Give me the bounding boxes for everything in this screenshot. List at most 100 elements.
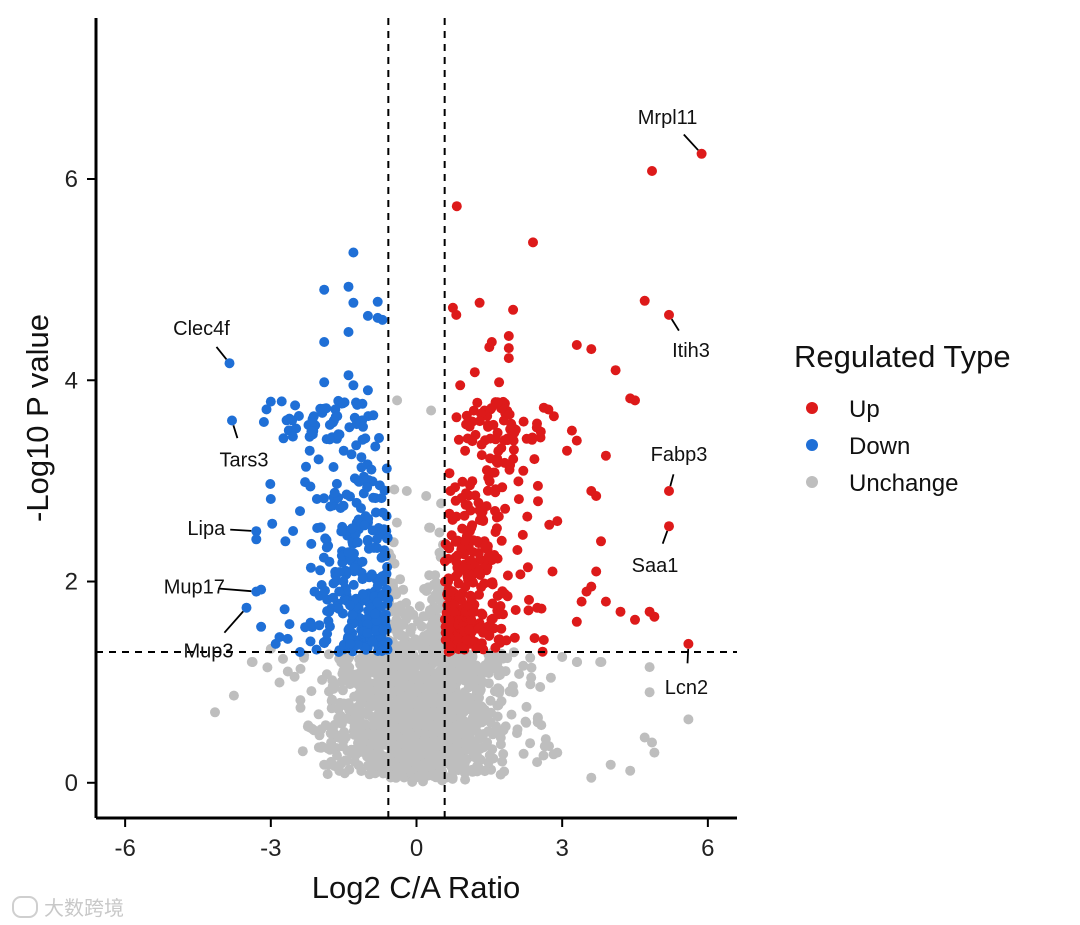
gene-label: Clec4f (173, 318, 230, 340)
unchange-point (295, 695, 306, 706)
up-point (503, 353, 514, 364)
unchange-point (425, 522, 436, 533)
unchange-point (375, 679, 386, 690)
unchange-point (357, 742, 368, 753)
y-tick-label: 0 (65, 770, 78, 797)
unchange-point (545, 672, 556, 683)
unchange-point (521, 717, 532, 728)
unchange-point (535, 682, 546, 692)
unchange-point (421, 586, 432, 596)
unchange-point (396, 722, 407, 733)
down-point (320, 585, 330, 596)
up-point (490, 642, 501, 653)
down-point (301, 461, 311, 472)
down-point (335, 503, 346, 513)
up-point (500, 503, 511, 514)
down-point (348, 247, 359, 258)
unchange-point (413, 696, 424, 707)
up-point (439, 556, 450, 567)
up-point (496, 623, 507, 634)
threshold-lines (96, 18, 737, 818)
up-point (508, 304, 519, 315)
up-point (512, 545, 523, 555)
unchange-point (437, 709, 448, 720)
down-point (318, 403, 329, 414)
down-point (241, 602, 252, 613)
unchange-point (495, 669, 505, 680)
down-point (320, 533, 331, 544)
down-point (333, 603, 344, 614)
down-point (319, 284, 330, 295)
down-point (343, 370, 354, 381)
unchange-point (388, 747, 399, 758)
up-point (571, 435, 582, 446)
down-point (362, 628, 373, 638)
unchange-point (409, 660, 420, 671)
up-point (486, 614, 497, 625)
up-point (453, 434, 464, 445)
down-point (357, 574, 368, 585)
unchange-point (278, 653, 288, 664)
down-point (343, 281, 354, 292)
up-point (518, 416, 529, 427)
down-point (278, 433, 289, 444)
up-point (467, 520, 478, 531)
unchange-point (339, 713, 350, 724)
unchange-point (644, 687, 655, 698)
unchange-point (683, 714, 694, 725)
watermark: 大数跨境 (12, 892, 124, 921)
unchange-point (412, 682, 423, 693)
up-point (510, 605, 521, 615)
unchange-point (363, 760, 373, 771)
gene-label: Fabp3 (651, 444, 708, 466)
down-point (367, 636, 378, 647)
down-point (328, 462, 339, 472)
up-point (450, 536, 461, 547)
up-point (455, 380, 466, 391)
up-point (504, 409, 515, 420)
unchange-point (487, 744, 498, 755)
up-point (492, 397, 503, 408)
unchange-point (341, 755, 352, 766)
gene-label: Lipa (187, 518, 226, 540)
unchange-point (455, 664, 466, 675)
gene-label-leader (669, 474, 675, 487)
up-point (538, 635, 549, 645)
unchange-point (465, 656, 476, 667)
unchange-point (532, 757, 543, 768)
up-point (484, 342, 495, 353)
unchange-point (424, 751, 435, 762)
unchange-point (389, 484, 400, 495)
unchange-point (483, 668, 494, 679)
down-point (354, 476, 365, 487)
up-point (518, 465, 529, 476)
unchange-point (210, 707, 220, 718)
down-point (382, 533, 392, 544)
down-point (343, 547, 354, 558)
up-point (457, 523, 468, 534)
up-point (586, 344, 597, 355)
up-point (479, 578, 490, 589)
unchange-point (472, 751, 483, 762)
up-point (571, 616, 582, 627)
up-point (496, 535, 507, 546)
unchange-point (327, 681, 338, 692)
unchange-point (605, 759, 616, 770)
down-point (347, 609, 358, 620)
up-point (491, 512, 502, 523)
up-point (571, 340, 582, 350)
unchange-point (413, 616, 423, 627)
gene-label: Saa1 (632, 555, 679, 577)
down-point (328, 592, 339, 603)
up-point (445, 586, 456, 597)
unchange-point (544, 741, 554, 752)
down-point (379, 524, 389, 535)
down-point (348, 579, 359, 590)
down-point (332, 411, 343, 422)
up-point (444, 468, 455, 479)
up-point (451, 201, 462, 212)
up-point (615, 606, 626, 617)
unchange-point (471, 718, 482, 729)
up-point (460, 445, 471, 456)
up-point (466, 594, 477, 605)
